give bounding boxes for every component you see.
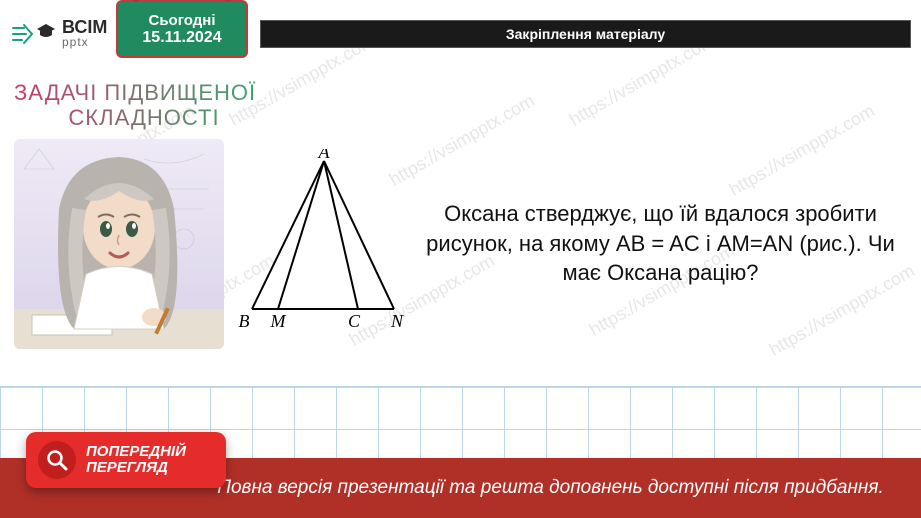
logo-bottom: pptx — [62, 36, 107, 48]
main-row: A B M C N Оксана стверджує, що їй вдалос… — [14, 139, 907, 349]
logo-top: ВСІМ — [62, 18, 107, 36]
preview-text: ПОПЕРЕДНІЙ ПЕРЕГЛЯД — [86, 444, 186, 476]
header-strip: Закріплення матеріалу — [260, 20, 911, 48]
problem-text: Оксана стверджує, що їй вдалося зробити … — [424, 199, 907, 288]
triangle-label-C: C — [348, 311, 361, 331]
triangle-label-M: M — [270, 311, 287, 331]
header-title: Закріплення матеріалу — [506, 26, 665, 42]
triangle-figure: A B M C N — [234, 144, 414, 344]
section-title-line2: СКЛАДНОСТІ — [14, 105, 274, 130]
triangle-label-N: N — [390, 311, 404, 331]
section-title-line1: ЗАДАЧІ ПІДВИЩЕНОЇ — [14, 80, 274, 105]
triangle-label-A: A — [318, 149, 331, 162]
preview-line2: ПЕРЕГЛЯД — [86, 459, 168, 476]
logo: ВСІМ pptx — [12, 18, 107, 48]
logo-arrow-icon — [12, 24, 30, 42]
girl-illustration — [14, 139, 224, 349]
date-label: Сьогодні — [149, 12, 216, 29]
top-bar: ВСІМ pptx Сьогодні 15.11.2024 Закріпленн… — [0, 0, 921, 70]
date-badge: Сьогодні 15.11.2024 — [116, 0, 248, 58]
preview-badge[interactable]: ПОПЕРЕДНІЙ ПЕРЕГЛЯД — [26, 432, 226, 488]
logo-text: ВСІМ pptx — [62, 18, 107, 48]
logo-cap-icon — [36, 23, 56, 44]
section-title: ЗАДАЧІ ПІДВИЩЕНОЇ СКЛАДНОСТІ — [14, 80, 274, 131]
triangle-label-B: B — [239, 311, 250, 331]
preview-line1: ПОПЕРЕДНІЙ — [86, 443, 186, 460]
slide-root: https://vsimpptx.comhttps://vsimpptx.com… — [0, 0, 921, 518]
date-value: 15.11.2024 — [142, 29, 221, 47]
content-area: ЗАДАЧІ ПІДВИЩЕНОЇ СКЛАДНОСТІ — [0, 80, 921, 408]
magnifier-icon — [38, 441, 76, 479]
footer-text: Повна версія презентації та решта доповн… — [217, 477, 884, 500]
